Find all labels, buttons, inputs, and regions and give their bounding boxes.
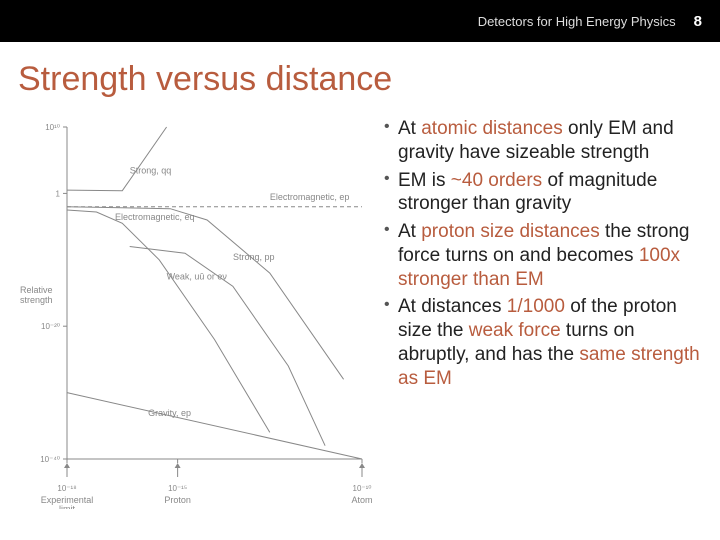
svg-text:1: 1 bbox=[56, 189, 61, 198]
svg-text:Gravity, ep: Gravity, ep bbox=[148, 408, 191, 418]
header-page-number: 8 bbox=[694, 13, 702, 30]
svg-text:Strong, pp: Strong, pp bbox=[233, 252, 275, 262]
svg-text:10⁻¹⁰: 10⁻¹⁰ bbox=[353, 484, 372, 493]
slide-title: Strength versus distance bbox=[18, 60, 720, 99]
svg-text:Weak, uū or eν: Weak, uū or eν bbox=[167, 272, 228, 282]
strength-distance-chart: 10¹⁰ 1 10⁻²⁰ 10⁻⁴⁰ Relativestrength 10⁻¹⁸ 10⁻¹… bbox=[12, 109, 382, 509]
svg-text:Atom: Atom bbox=[351, 495, 372, 505]
bullet-item: At atomic distances only EM and gravity … bbox=[384, 117, 700, 165]
svg-text:10⁻¹⁸: 10⁻¹⁸ bbox=[57, 484, 76, 493]
svg-text:Relative: Relative bbox=[20, 285, 53, 295]
svg-text:Electromagnetic, eq: Electromagnetic, eq bbox=[115, 212, 195, 222]
svg-text:strength: strength bbox=[20, 295, 53, 305]
bullet-list: At atomic distances only EM and gravity … bbox=[382, 109, 708, 509]
slide-header: Detectors for High Energy Physics 8 bbox=[0, 0, 720, 42]
svg-text:10⁻²⁰: 10⁻²⁰ bbox=[41, 322, 60, 331]
svg-text:Proton: Proton bbox=[164, 495, 191, 505]
svg-text:limit: limit bbox=[59, 504, 75, 509]
bullet-item: EM is ~40 orders of magnitude stronger t… bbox=[384, 169, 700, 217]
svg-text:Strong, qq: Strong, qq bbox=[130, 165, 172, 175]
svg-text:Electromagnetic, ep: Electromagnetic, ep bbox=[270, 192, 350, 202]
bullet-item: At proton size distances the strong forc… bbox=[384, 220, 700, 291]
header-label: Detectors for High Energy Physics bbox=[478, 14, 676, 29]
svg-text:10⁻¹⁵: 10⁻¹⁵ bbox=[168, 484, 187, 493]
bullet-item: At distances 1/1000 of the proton size t… bbox=[384, 295, 700, 390]
slide-content: 10¹⁰ 1 10⁻²⁰ 10⁻⁴⁰ Relativestrength 10⁻¹⁸ 10⁻¹… bbox=[0, 109, 720, 509]
svg-text:10⁻⁴⁰: 10⁻⁴⁰ bbox=[40, 455, 60, 464]
svg-text:10¹⁰: 10¹⁰ bbox=[45, 123, 60, 132]
